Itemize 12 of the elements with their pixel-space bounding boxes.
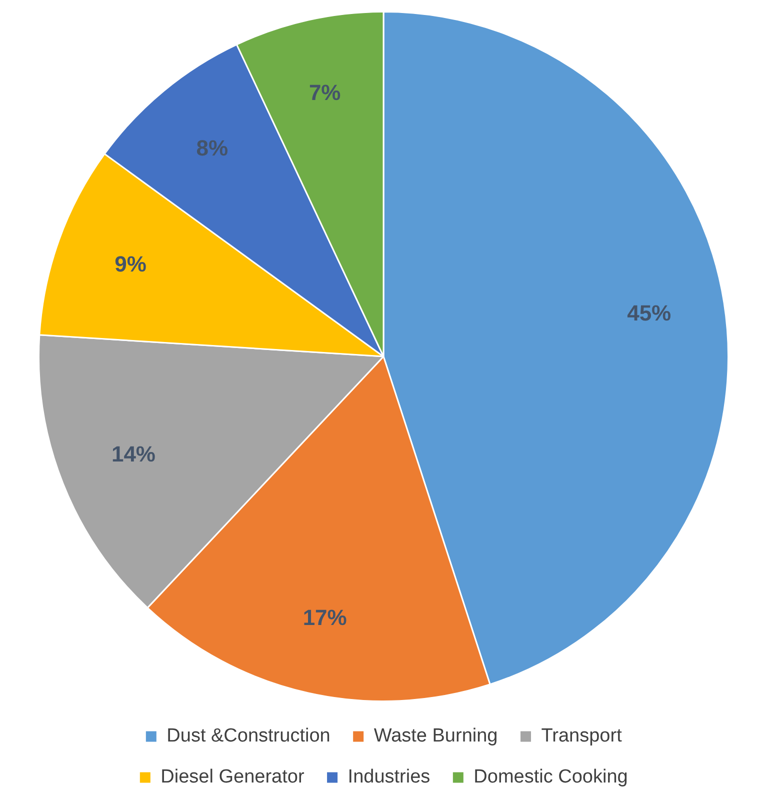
data-label: 8% [196, 135, 228, 160]
data-label: 7% [308, 80, 341, 106]
data-label: 14% [111, 442, 156, 467]
legend-label: Domestic Cooking [474, 766, 628, 788]
legend-label: Industries [348, 766, 430, 788]
data-label: 45% [627, 300, 672, 326]
data-label: 9% [114, 251, 146, 276]
legend-label: Transport [541, 726, 623, 747]
legend-label: Diesel Generator [160, 766, 305, 788]
data-label: 17% [302, 604, 347, 630]
legend-label: Dust &Construction [166, 726, 330, 747]
legend-label: Waste Burning [374, 726, 498, 747]
